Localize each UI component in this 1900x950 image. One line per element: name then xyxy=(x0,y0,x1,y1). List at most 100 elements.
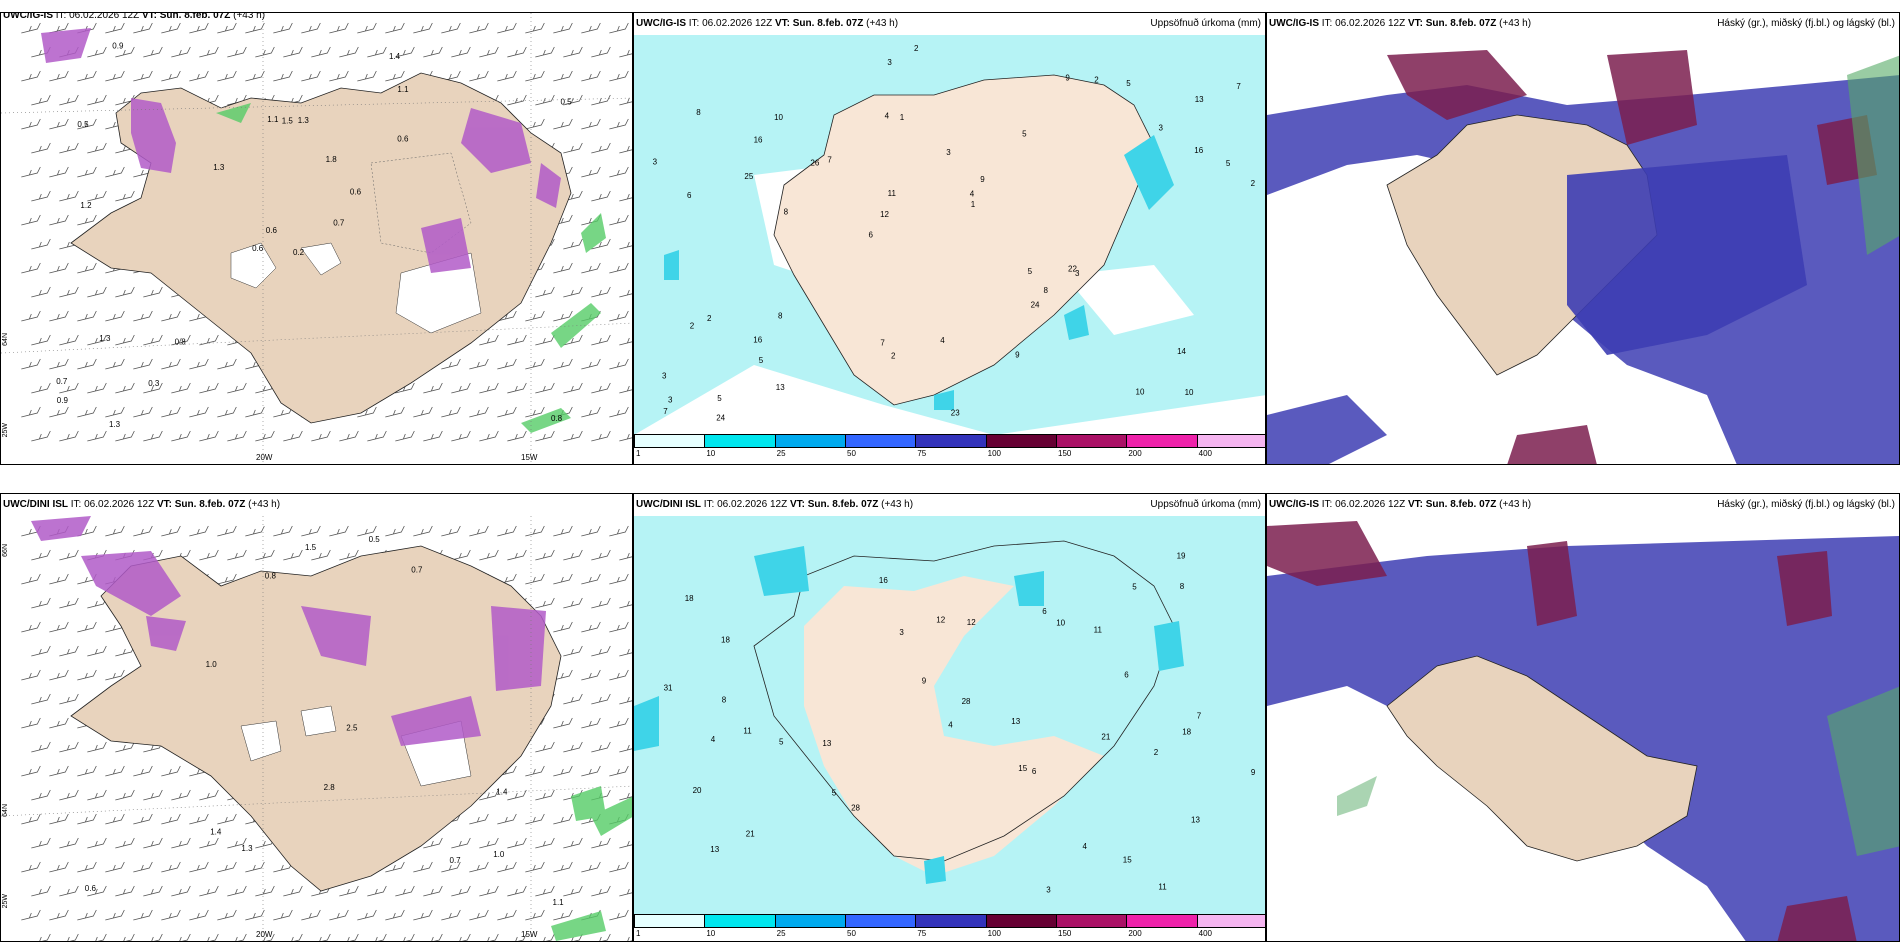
wind-barb xyxy=(283,430,303,442)
legend-label: 200 xyxy=(1128,929,1142,938)
wind-barb xyxy=(581,621,601,633)
wind-barb xyxy=(189,861,209,873)
wind-barb xyxy=(535,885,555,897)
value-label: 4 xyxy=(948,721,953,730)
value-label: 8 xyxy=(1044,286,1049,295)
value-label: 6 xyxy=(1124,671,1129,680)
wind-barb xyxy=(525,406,545,418)
wind-barb xyxy=(105,525,125,537)
value-label: 1.3 xyxy=(109,420,121,429)
legend-swatch xyxy=(985,914,1057,928)
wind-barb xyxy=(21,166,41,178)
wind-barb xyxy=(479,430,499,442)
wind-barb xyxy=(441,909,461,921)
wind-barb xyxy=(619,241,632,250)
mid-cloud-area xyxy=(1507,425,1597,464)
wind-barb xyxy=(161,765,181,777)
value-label: 9 xyxy=(980,175,985,184)
value-label: 1.8 xyxy=(326,155,338,164)
legend-label: 75 xyxy=(917,929,927,938)
wind-barb xyxy=(507,334,527,346)
high-cloud-area xyxy=(1567,155,1807,355)
wind-barb xyxy=(609,909,629,921)
wind-barb xyxy=(515,933,527,941)
legend-swatch xyxy=(1126,434,1198,448)
wind-barb xyxy=(329,22,349,34)
wind-barb xyxy=(283,46,303,58)
value-label: 10 xyxy=(1056,619,1065,628)
value-label: 0.9 xyxy=(112,41,124,50)
wind-barb xyxy=(31,837,51,849)
value-label: 15 xyxy=(1018,764,1027,773)
legend-label: 25 xyxy=(776,449,786,458)
glacier-patch xyxy=(300,242,342,276)
wind-barb xyxy=(497,22,517,34)
legend-swatch xyxy=(845,914,917,928)
wind-barb xyxy=(507,885,527,897)
value-label: 2 xyxy=(1251,179,1256,188)
wind-barb xyxy=(123,933,135,941)
precip-legend: 1 10 25 50 75 100 150 200 400 xyxy=(634,914,1265,938)
value-label: 22 xyxy=(1068,264,1077,273)
wind-barb xyxy=(49,310,69,322)
wind-barb xyxy=(591,597,611,609)
lat-label-64n: 64N xyxy=(2,333,9,346)
wind-barb xyxy=(21,22,41,34)
value-label: 12 xyxy=(967,618,976,627)
lon-label-15w: 15W xyxy=(521,930,538,939)
value-label: 20 xyxy=(693,786,702,795)
wind-barb xyxy=(609,22,629,34)
value-label: 0.8 xyxy=(265,571,277,580)
wind-barb xyxy=(105,813,125,825)
dry-land-area xyxy=(804,576,1104,876)
value-label: 11 xyxy=(888,189,897,198)
wind-barb xyxy=(245,70,265,82)
value-label: 1.0 xyxy=(493,850,505,859)
wind-barb xyxy=(189,358,209,370)
wind-barb xyxy=(609,406,629,418)
value-label: 0.6 xyxy=(252,244,264,253)
wind-barb xyxy=(571,933,583,941)
legend-swatch xyxy=(985,434,1057,448)
snow-labels: 0.2 0.5 0.6 0.7 0.6 0.8 1.4 1.3 1.1 0.7 0.9 0.8 1.2 0… xyxy=(56,41,572,429)
legend-label: 1 xyxy=(636,449,641,458)
wind-barb xyxy=(217,406,237,418)
wind-barb xyxy=(451,885,471,897)
legend-swatch xyxy=(1126,914,1198,928)
wind-barb xyxy=(217,70,237,82)
value-label: 13 xyxy=(776,383,785,392)
wind-barb xyxy=(357,70,377,82)
wind-barb xyxy=(171,430,191,442)
wind-barb xyxy=(469,22,489,34)
wind-barb xyxy=(217,861,237,873)
wind-barb xyxy=(385,70,405,82)
wind-barb xyxy=(311,46,331,58)
wind-barb xyxy=(77,262,97,274)
value-label: 21 xyxy=(746,830,755,839)
value-label: 1.2 xyxy=(80,201,92,210)
value-label: 13 xyxy=(822,739,831,748)
wind-barb xyxy=(357,22,377,34)
wind-barb xyxy=(217,909,237,921)
wind-barb xyxy=(217,22,237,34)
wind-barb xyxy=(77,621,97,633)
wind-barb xyxy=(77,765,97,777)
mid-cloud-area xyxy=(1607,50,1697,145)
value-label: 3 xyxy=(899,628,904,637)
wind-barb xyxy=(115,190,135,202)
wind-barb xyxy=(535,334,555,346)
value-label: 7 xyxy=(880,339,885,348)
wind-barb xyxy=(115,837,135,849)
wind-barb xyxy=(227,430,247,442)
value-label: 4 xyxy=(970,190,975,199)
legend-swatch xyxy=(1196,914,1265,928)
value-label: 9 xyxy=(922,676,927,685)
legend-label: 50 xyxy=(847,449,856,458)
wind-barb xyxy=(591,190,611,202)
lat-label-25w: 25W xyxy=(2,423,9,438)
legend-label: 10 xyxy=(706,929,716,938)
legend-swatch xyxy=(1196,434,1265,448)
value-label: 28 xyxy=(851,804,860,813)
glacier-patch xyxy=(230,242,277,289)
